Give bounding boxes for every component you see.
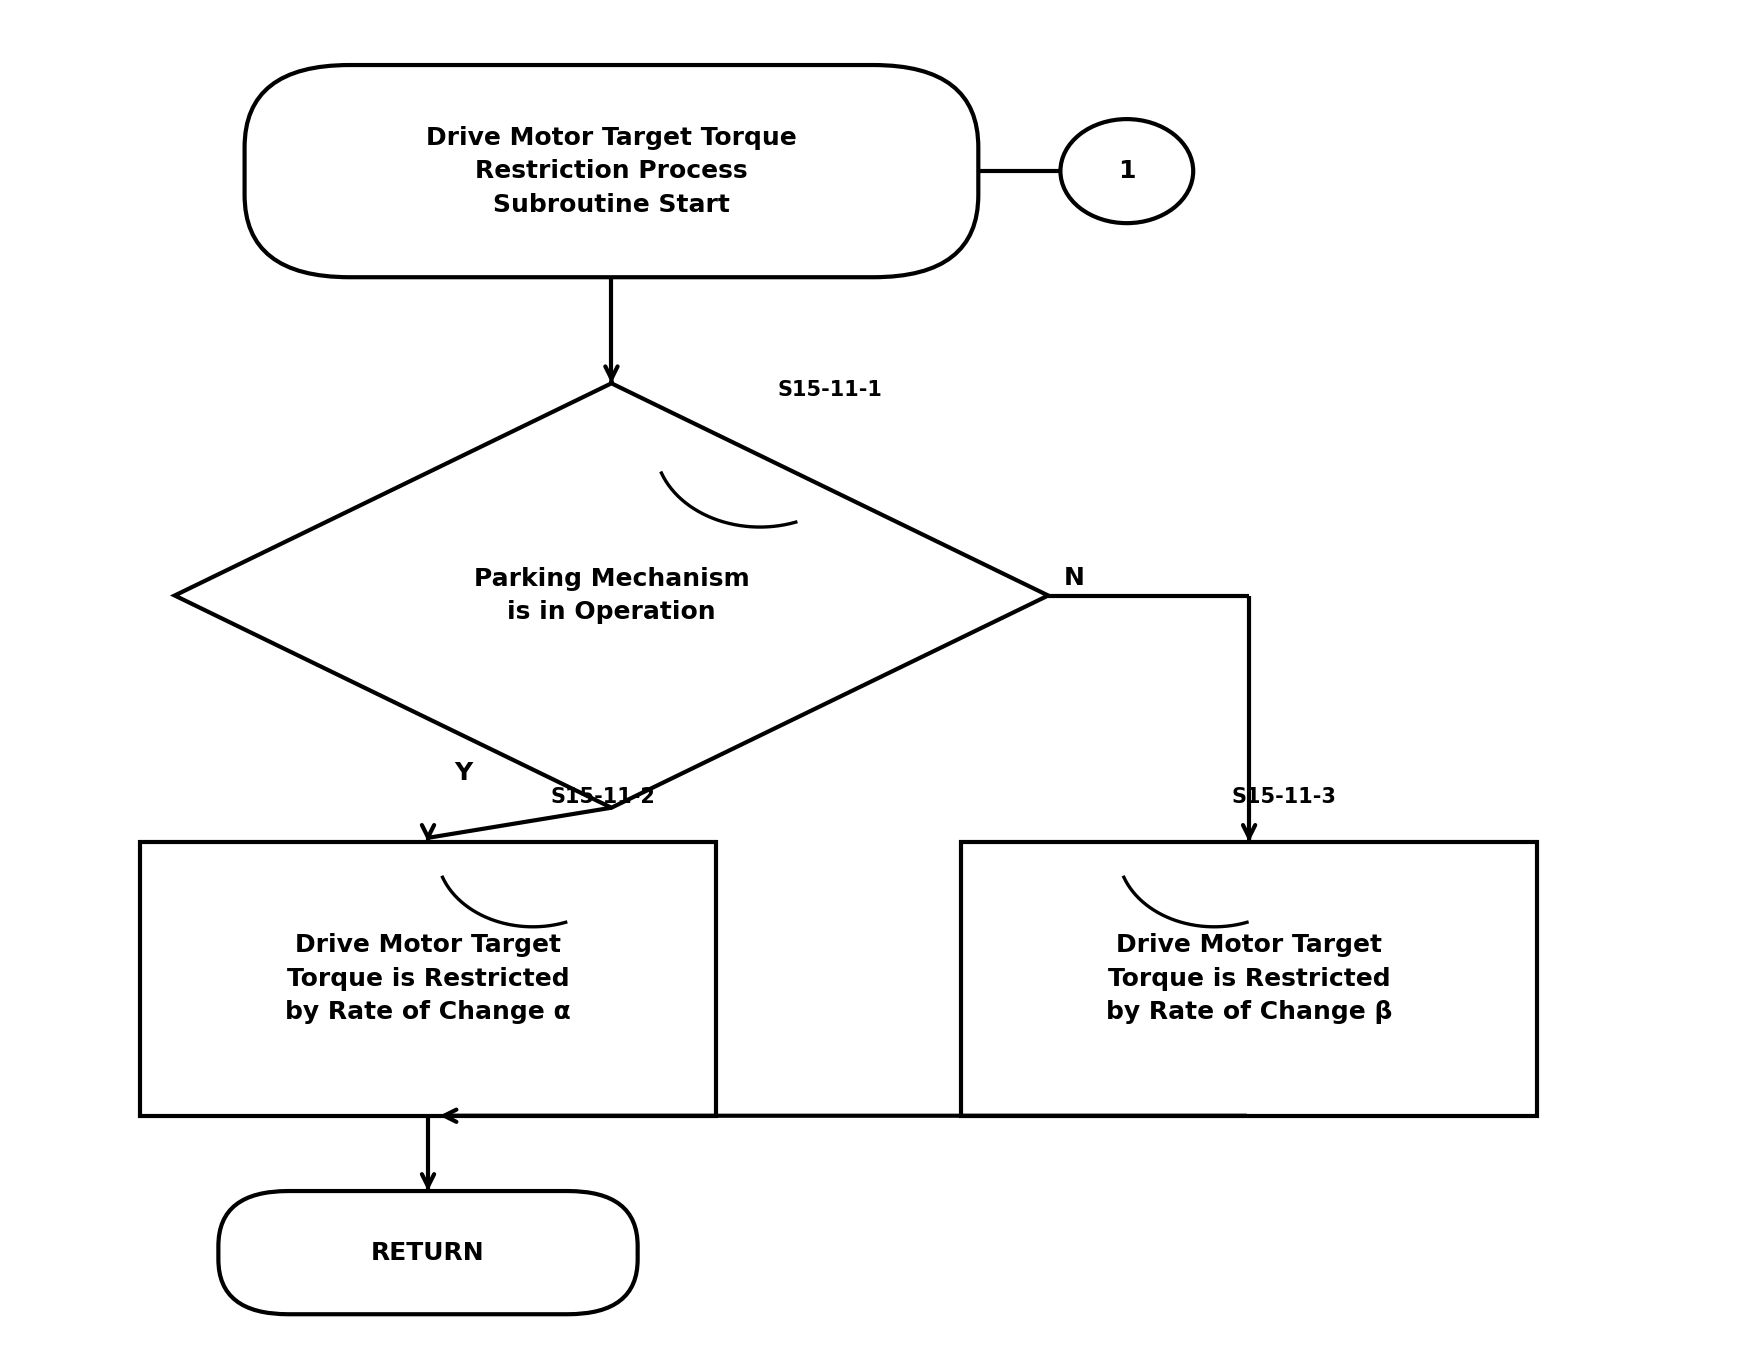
Text: 1: 1 [1118,159,1136,183]
Text: RETURN: RETURN [370,1240,486,1265]
Text: Drive Motor Target
Torque is Restricted
by Rate of Change α: Drive Motor Target Torque is Restricted … [285,934,571,1024]
Circle shape [1060,119,1193,223]
Text: S15-11-3: S15-11-3 [1232,787,1336,806]
Text: N: N [1064,565,1085,590]
FancyBboxPatch shape [245,64,978,277]
Text: Parking Mechanism
is in Operation: Parking Mechanism is in Operation [473,567,749,624]
Bar [961,842,1537,1116]
Text: Drive Motor Target
Torque is Restricted
by Rate of Change β: Drive Motor Target Torque is Restricted … [1106,934,1392,1024]
Text: Drive Motor Target Torque
Restriction Process
Subroutine Start: Drive Motor Target Torque Restriction Pr… [426,126,797,216]
Text: Y: Y [454,761,472,786]
Text: S15-11-2: S15-11-2 [550,787,655,806]
Text: S15-11-1: S15-11-1 [777,381,882,400]
FancyBboxPatch shape [218,1191,638,1314]
Polygon shape [175,383,1048,808]
Bar [140,842,716,1116]
